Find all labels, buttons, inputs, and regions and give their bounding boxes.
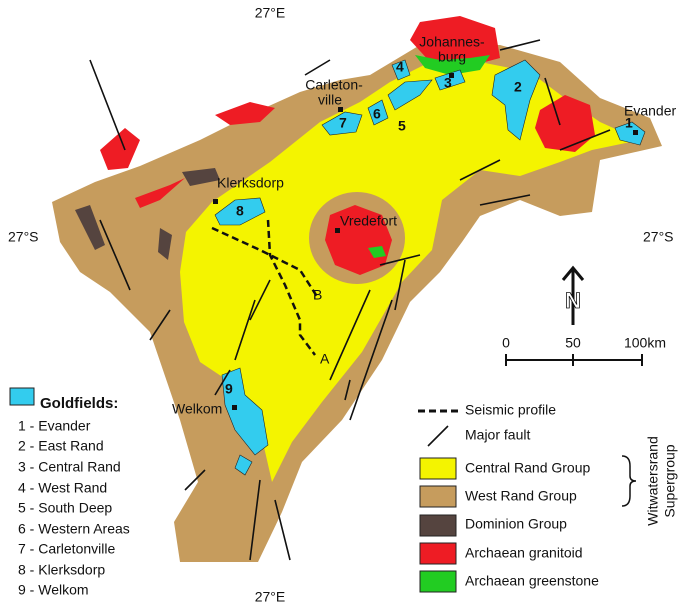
seismic-label: B: [313, 287, 322, 303]
scale-bar: [505, 354, 643, 366]
place-label: burg: [438, 49, 466, 65]
central-rand-group: [180, 62, 640, 482]
legend-item: West Rand Group: [465, 488, 577, 504]
goldfield-area: [614, 121, 646, 146]
legend-item: 1 - Evander: [18, 418, 91, 434]
city-marker: [449, 73, 454, 78]
greenstone-johannesburg: [415, 55, 490, 75]
legend-item: Archaean greenstone: [465, 573, 599, 589]
legend-swatch: [419, 570, 457, 593]
legend-swatch: [419, 485, 457, 508]
legend-item: Seismic profile: [465, 402, 556, 418]
granitoid-johannesburg: [410, 16, 500, 66]
north-arrow: [561, 265, 585, 325]
goldfield-number: 4: [396, 59, 404, 75]
legend-swatch: [419, 514, 457, 537]
group-label: Supergroup: [662, 444, 678, 517]
legend-item: 9 - Welkom: [18, 582, 89, 598]
coord-label: 27°E: [255, 5, 286, 21]
scale-line: [505, 354, 643, 366]
dominion-group: [75, 168, 220, 260]
scale-label: 100km: [624, 335, 666, 351]
place-label: Johannes-: [419, 34, 485, 50]
place-label: Vredefort: [340, 213, 397, 229]
city-markers: [213, 73, 638, 410]
legend-item: 3 - Central Rand: [18, 459, 121, 475]
city-marker: [232, 405, 237, 410]
coord-label: 27°E: [255, 589, 286, 605]
fault: [89, 39, 611, 561]
scale-label: 0: [502, 335, 510, 351]
goldfield-area: [321, 111, 363, 136]
granitoid-evander: [535, 95, 595, 152]
place-label: Welkom: [172, 401, 222, 417]
goldfield-area: [214, 197, 266, 226]
map-units: [52, 16, 662, 562]
legend-item: 4 - West Rand: [18, 480, 107, 496]
goldfield-area: [491, 59, 541, 141]
legend-item: Major fault: [465, 427, 530, 443]
legend-item: 7 - Carletonville: [18, 541, 115, 557]
goldfield-area: [387, 79, 433, 111]
scale-label: 50: [565, 335, 581, 351]
goldfield-area: [221, 367, 269, 476]
granitoid-west: [100, 102, 275, 208]
seismic-label: A: [320, 351, 330, 367]
goldfield-number: 9: [225, 381, 233, 397]
goldfield-area: [367, 99, 389, 126]
goldfield-number: 1: [625, 115, 633, 131]
legend-item: Archaean granitoid: [465, 545, 583, 561]
goldfield-number: 3: [444, 75, 452, 91]
north-label: N: [565, 288, 581, 313]
place-label: Evander: [624, 103, 676, 119]
legend-item: 2 - East Rand: [18, 438, 104, 454]
city-marker: [338, 107, 343, 112]
goldfields-legend: Goldfields: 1 - Evander 2 - East Rand 3 …: [9, 387, 130, 598]
coord-label: 27°S: [643, 229, 674, 245]
north-arrow-shape: [561, 265, 585, 325]
greenstone-vredefort: [368, 246, 386, 258]
legend-swatch: [419, 542, 457, 565]
legend-item: Central Rand Group: [465, 460, 591, 476]
goldfield-number: 2: [514, 79, 522, 95]
goldfield-number: 7: [339, 115, 347, 131]
map-legend: Seismic profile Major fault Central Rand…: [418, 402, 678, 593]
legend-title: Goldfields:: [40, 395, 118, 412]
goldfield-number: 5: [398, 118, 406, 134]
city-marker: [335, 228, 340, 233]
legend-swatch: [9, 387, 35, 406]
legend-item: 8 - Klerksdorp: [18, 562, 105, 578]
legend-brace: [621, 455, 637, 507]
goldfield-area: [391, 59, 411, 81]
legend-item: Dominion Group: [465, 516, 567, 532]
group-label: Witwatersrand: [645, 436, 661, 525]
goldfield-number: 8: [236, 203, 244, 219]
city-marker: [213, 199, 218, 204]
legend-fault: [427, 425, 449, 447]
coord-label: 27°S: [8, 229, 39, 245]
city-marker: [633, 130, 638, 135]
legend-swatch: [419, 457, 457, 480]
faults: [89, 39, 611, 561]
goldfield-area: [434, 69, 466, 91]
legend-item: 6 - Western Areas: [18, 521, 130, 537]
seismic-profile: [211, 219, 320, 356]
place-label: ville: [318, 92, 342, 108]
goldfield-number: 6: [373, 106, 381, 122]
goldfields: [214, 59, 646, 476]
place-label: Carleton-: [305, 77, 363, 93]
legend-item: 5 - South Deep: [18, 500, 112, 516]
place-label: Klerksdorp: [217, 175, 284, 191]
